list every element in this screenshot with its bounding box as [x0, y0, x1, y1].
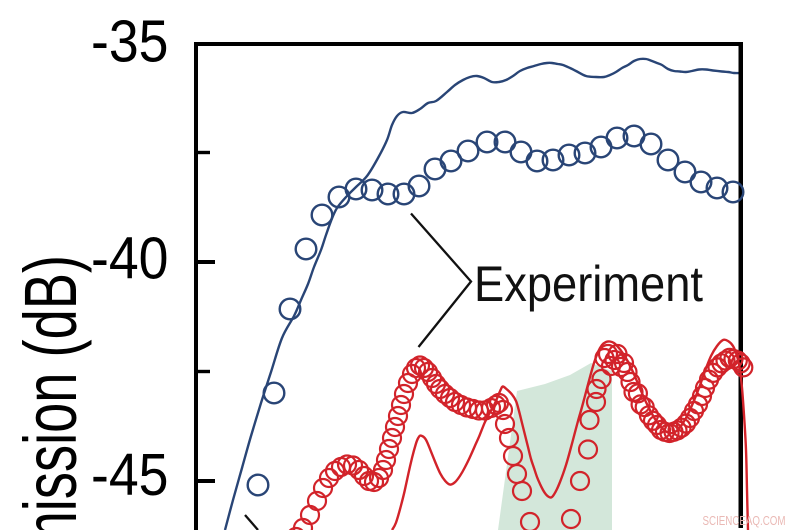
svg-text:-35: -35 — [91, 9, 169, 75]
svg-text:Transmission (dB): Transmission (dB) — [9, 255, 92, 530]
svg-text:-45: -45 — [91, 442, 169, 508]
svg-text:Experiment: Experiment — [474, 256, 703, 312]
svg-text:-40: -40 — [91, 226, 169, 292]
svg-text:SCIENCEAQ.COM: SCIENCEAQ.COM — [703, 514, 786, 528]
